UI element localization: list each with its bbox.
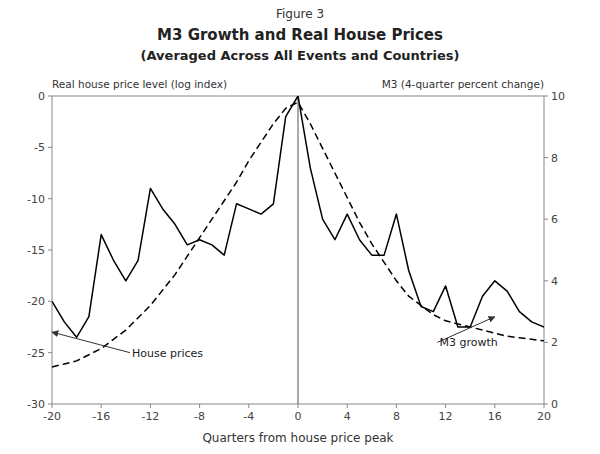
y-tick bbox=[48, 404, 52, 405]
y-tick-label: -25 bbox=[27, 347, 45, 360]
y-tick bbox=[48, 352, 52, 353]
y2-tick-label: 0 bbox=[551, 398, 558, 411]
annotation-text: House prices bbox=[132, 347, 203, 360]
y-tick-label: -15 bbox=[27, 244, 45, 257]
y-axis-label: Real house price level (log index) bbox=[52, 78, 227, 90]
plot-frame bbox=[52, 96, 544, 404]
y2-axis-label: M3 (4-quarter percent change) bbox=[382, 78, 544, 90]
x-tick bbox=[445, 404, 446, 408]
y2-tick bbox=[544, 96, 548, 97]
x-tick bbox=[494, 404, 495, 408]
x-tick bbox=[150, 404, 151, 408]
y2-tick-label: 6 bbox=[551, 213, 558, 226]
y-tick-label: -30 bbox=[27, 398, 45, 411]
y-tick-label: -10 bbox=[27, 193, 45, 206]
x-tick bbox=[544, 404, 545, 408]
y2-tick bbox=[544, 157, 548, 158]
y2-tick bbox=[544, 280, 548, 281]
y-tick bbox=[48, 301, 52, 302]
y-tick-label: 0 bbox=[38, 90, 45, 103]
y2-tick-label: 8 bbox=[551, 152, 558, 165]
x-tick bbox=[298, 404, 299, 408]
chart: Figure 3 M3 Growth and Real House Prices (… bbox=[0, 0, 600, 454]
x-tick-label: -8 bbox=[194, 410, 205, 423]
y-tick-label: -20 bbox=[27, 295, 45, 308]
x-axis-label: Quarters from house price peak bbox=[202, 431, 393, 445]
y2-tick-label: 10 bbox=[551, 90, 565, 103]
x-tick bbox=[52, 404, 53, 408]
y2-tick bbox=[544, 342, 548, 343]
x-tick-label: -12 bbox=[141, 410, 159, 423]
x-tick-label: 16 bbox=[488, 410, 502, 423]
y2-tick-label: 4 bbox=[551, 275, 558, 288]
y-tick bbox=[48, 147, 52, 148]
subtitle: (Averaged Across All Events and Countrie… bbox=[141, 48, 460, 63]
x-tick-label: 4 bbox=[344, 410, 351, 423]
y2-tick bbox=[544, 404, 548, 405]
y2-tick-label: 2 bbox=[551, 336, 558, 349]
y-tick bbox=[48, 198, 52, 199]
series-line bbox=[52, 102, 544, 367]
annotation-text: M3 growth bbox=[439, 336, 497, 349]
annotation-arrow bbox=[52, 332, 130, 353]
x-tick-label: 8 bbox=[393, 410, 400, 423]
x-tick bbox=[396, 404, 397, 408]
super-title: Figure 3 bbox=[276, 7, 324, 21]
y-tick-label: -5 bbox=[34, 141, 45, 154]
x-tick-label: 20 bbox=[537, 410, 551, 423]
x-tick bbox=[101, 404, 102, 408]
series-line bbox=[52, 96, 544, 337]
reference-line bbox=[298, 96, 299, 404]
y-tick bbox=[48, 250, 52, 251]
title: M3 Growth and Real House Prices bbox=[157, 26, 443, 44]
y-tick bbox=[48, 96, 52, 97]
x-tick bbox=[347, 404, 348, 408]
x-tick-label: -20 bbox=[43, 410, 61, 423]
x-tick-label: -16 bbox=[92, 410, 110, 423]
x-tick bbox=[248, 404, 249, 408]
x-tick-label: 12 bbox=[439, 410, 453, 423]
x-tick bbox=[199, 404, 200, 408]
plot-area bbox=[52, 96, 544, 404]
x-tick-label: -4 bbox=[243, 410, 254, 423]
x-tick-label: 0 bbox=[295, 410, 302, 423]
y2-tick bbox=[544, 219, 548, 220]
